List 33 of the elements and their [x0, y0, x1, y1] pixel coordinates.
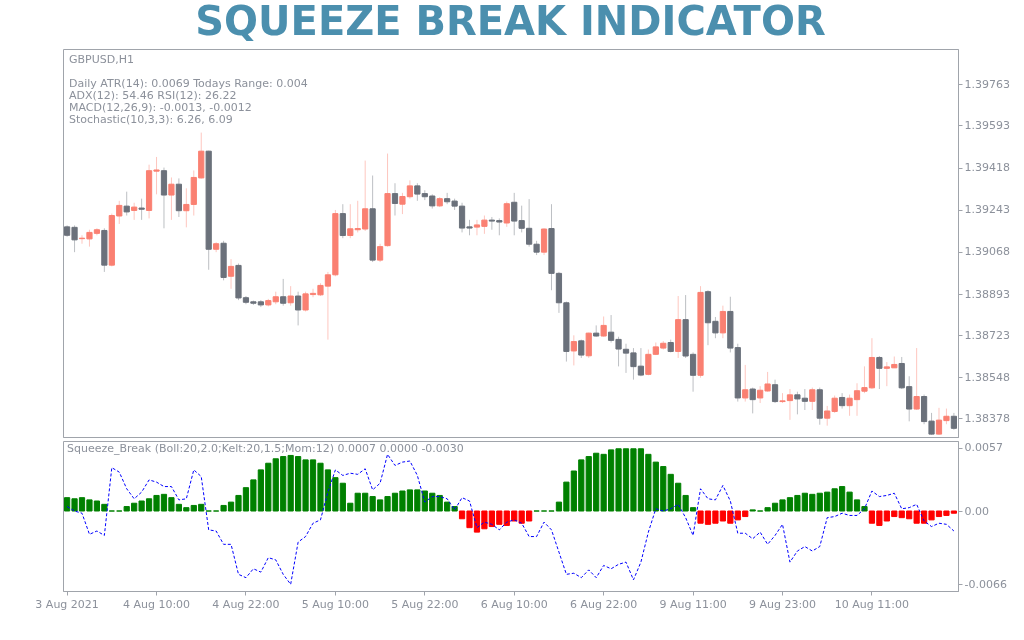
y-tick-label: 0.0057 — [964, 441, 1003, 455]
x-tick-label: 3 Aug 2021 — [35, 597, 99, 611]
y-tick-label: 1.38723 — [964, 328, 1010, 342]
candlestick — [839, 392, 846, 410]
y-tick-label: 1.39418 — [964, 161, 1010, 175]
y-tick-label: 1.39068 — [964, 245, 1010, 259]
annotation: Daily ATR(14): 0.0069 Todays Range: 0.004 — [69, 77, 308, 90]
chart-title: SQUEEZE BREAK INDICATOR — [195, 0, 826, 44]
x-tick-label: 4 Aug 22:00 — [212, 597, 280, 611]
y-tick-label: 0.00 — [964, 504, 989, 518]
annotation: Stochastic(10,3,3): 6.26, 6.09 — [69, 113, 233, 126]
x-tick-label: 5 Aug 10:00 — [301, 597, 369, 611]
y-tick-label: 1.38378 — [964, 411, 1010, 425]
candlestick — [540, 227, 548, 256]
line-series — [66, 453, 955, 585]
y-tick-label: 1.39763 — [964, 77, 1010, 91]
annotation: ADX(12): 54.46 RSI(12): 26.22 — [69, 89, 237, 102]
annotation: MACD(12,26,9): -0.0013, -0.0012 — [69, 101, 252, 114]
y-tick-label: 1.39243 — [964, 203, 1010, 217]
y-tick-label: 1.38548 — [964, 370, 1010, 384]
chart-title: Squeeze_Break (Boll:20,2.0;Kelt:20,1.5;Mom:12) 0.0007 0.0000 -0.0030 — [67, 442, 464, 455]
x-tick-label: 4 Aug 10:00 — [122, 597, 191, 611]
x-tick-label: 6 Aug 22:00 — [570, 597, 638, 611]
x-tick-label: 6 Aug 10:00 — [480, 597, 548, 611]
y-tick-label: -0.0066 — [964, 577, 1007, 591]
x-tick-label: 10 Aug 11:00 — [834, 597, 910, 611]
annotation: GBPUSD,H1 — [69, 53, 134, 66]
x-tick-label: 5 Aug 22:00 — [391, 597, 459, 611]
x-tick-label: 9 Aug 11:00 — [659, 597, 727, 611]
y-tick-label: 1.38893 — [964, 287, 1010, 301]
candlestick — [585, 332, 592, 359]
x-tick-label: 9 Aug 23:00 — [748, 597, 817, 611]
y-tick-label: 1.39593 — [964, 118, 1010, 132]
